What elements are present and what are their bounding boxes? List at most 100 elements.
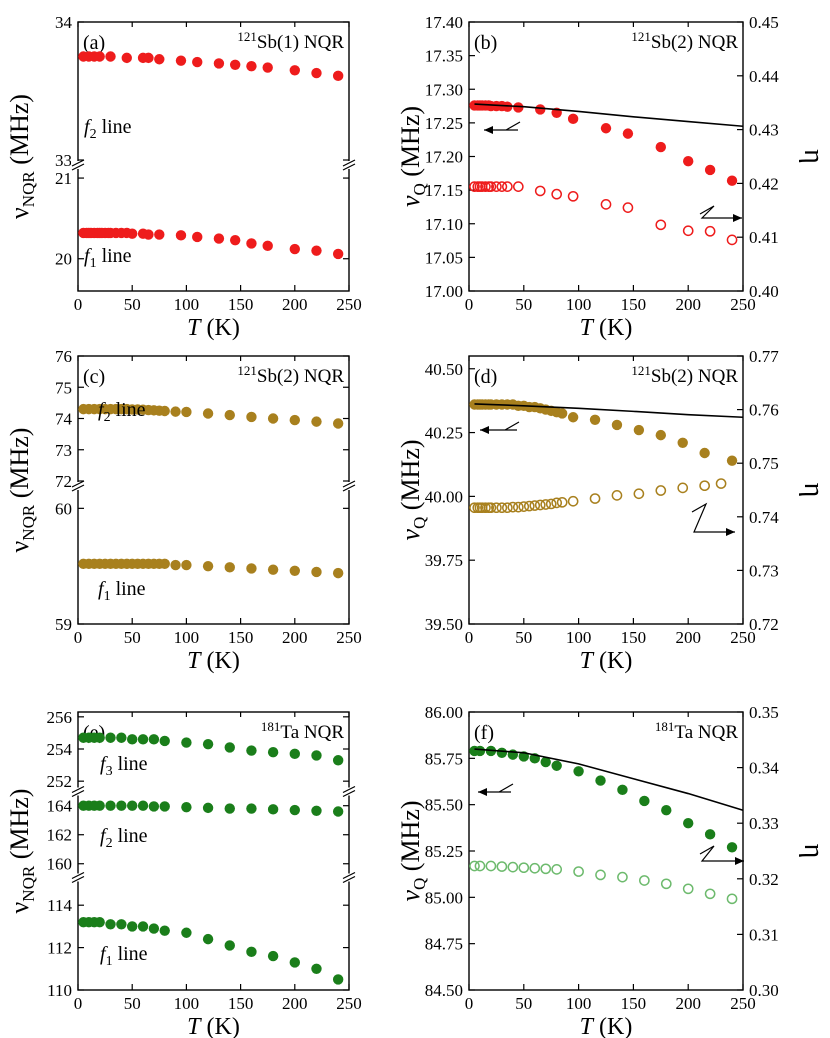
x-tick-label: 50 bbox=[515, 295, 532, 314]
data-point-open bbox=[512, 181, 524, 192]
x-tick-label: 0 bbox=[74, 295, 83, 314]
data-point-filled bbox=[289, 748, 300, 760]
data-point-filled bbox=[289, 957, 300, 968]
x-axis-title: T (K) bbox=[187, 315, 240, 341]
data-point-open bbox=[567, 495, 579, 507]
axis-break-gap bbox=[342, 873, 356, 882]
x-tick-label: 50 bbox=[124, 295, 141, 314]
line-label: f1 line bbox=[100, 943, 148, 969]
axis-break-gap bbox=[71, 873, 85, 882]
nucleus-label: Sb(1) NQR bbox=[257, 32, 344, 53]
data-point-filled bbox=[175, 55, 187, 66]
panel-title: 121Sb(2) NQR bbox=[631, 29, 738, 53]
data-point-filled bbox=[181, 801, 192, 813]
x-tick-label: 200 bbox=[675, 295, 701, 314]
data-point-filled bbox=[289, 804, 300, 816]
x-tick-label: 200 bbox=[282, 295, 308, 314]
data-point-filled bbox=[192, 231, 203, 243]
data-point-open bbox=[726, 893, 738, 905]
y-right-tick-label: 0.32 bbox=[749, 870, 779, 889]
y-right-tick-label: 0.31 bbox=[749, 925, 779, 944]
panel-letter: (c) bbox=[83, 366, 105, 388]
data-point-open bbox=[534, 499, 546, 511]
data-point-open bbox=[507, 861, 519, 873]
left-axis-arrow bbox=[484, 121, 521, 131]
data-point-filled bbox=[267, 804, 279, 815]
data-point-filled bbox=[332, 974, 344, 985]
line-label-word: line bbox=[113, 943, 148, 965]
data-point-open bbox=[726, 234, 738, 246]
data-point-filled bbox=[94, 800, 105, 811]
y-axis-symbol: ν bbox=[5, 207, 34, 219]
x-tick-label: 100 bbox=[566, 994, 592, 1013]
y-tick-label: 17.15 bbox=[425, 181, 463, 200]
data-point-filled bbox=[148, 801, 160, 812]
eta-symbol: η bbox=[798, 844, 829, 859]
x-tick-label: 250 bbox=[336, 628, 362, 647]
data-point-open bbox=[715, 478, 727, 489]
data-point-open bbox=[485, 860, 497, 872]
data-point-filled bbox=[311, 566, 322, 578]
eta-symbol: η bbox=[798, 149, 829, 164]
x-tick-label: 50 bbox=[515, 994, 532, 1013]
axis-break-mark bbox=[342, 163, 356, 171]
right-axis-arrowhead bbox=[735, 857, 744, 865]
x-axis-title: T (K) bbox=[580, 648, 633, 674]
data-point-filled bbox=[502, 101, 513, 112]
panel-c: 0 50 100 150 200 250 T (K) (c) 121Sb(2) NQR νNQR … bbox=[5, 347, 362, 674]
fit-curve bbox=[474, 748, 744, 811]
data-point-filled bbox=[148, 923, 160, 934]
axis-break-mark bbox=[342, 789, 356, 798]
y-axis-unit: (MHz) bbox=[5, 94, 34, 171]
data-point-open bbox=[567, 190, 579, 202]
data-point-filled bbox=[121, 52, 132, 64]
line-label-symbol: f bbox=[100, 825, 108, 847]
panel-b: 0 50 100 150 200 250 T (K) (b) 121Sb(2) NQR νQ (M… bbox=[396, 13, 829, 341]
y-axis-title: νNQR (MHz) bbox=[5, 789, 38, 914]
x-axis-title: T (K) bbox=[187, 648, 240, 674]
y-tick-label: 17.05 bbox=[425, 248, 463, 267]
data-point-open bbox=[556, 496, 568, 508]
line-label-subscript: 1 bbox=[104, 589, 111, 604]
y-axis-subscript: NQR bbox=[19, 171, 38, 208]
y-axis-symbol: ν bbox=[396, 195, 425, 207]
data-point-open bbox=[485, 502, 497, 514]
y-tick-label: 252 bbox=[47, 772, 73, 791]
data-point-filled bbox=[311, 67, 322, 79]
line-label-symbol: f bbox=[84, 116, 92, 138]
data-point-filled bbox=[116, 732, 127, 743]
y-tick-label: 112 bbox=[47, 939, 72, 958]
data-point-open bbox=[589, 493, 601, 504]
y-tick-label: 75 bbox=[55, 378, 72, 397]
data-point-open bbox=[660, 878, 672, 890]
y-right-tick-label: 0.75 bbox=[749, 454, 779, 473]
data-point-filled bbox=[116, 919, 127, 930]
x-axis-unit: (K) bbox=[593, 648, 632, 674]
data-point-open bbox=[655, 219, 667, 231]
data-point-filled bbox=[332, 755, 344, 766]
y-axis-subscript: NQR bbox=[19, 865, 38, 902]
x-tick-label: 0 bbox=[465, 994, 474, 1013]
right-axis-arrow bbox=[699, 205, 742, 219]
data-point-filled bbox=[127, 800, 138, 811]
data-point-filled bbox=[224, 742, 235, 753]
data-point-filled bbox=[224, 562, 235, 573]
plot-frame bbox=[77, 21, 350, 292]
y-axis-title: νQ (MHz) bbox=[396, 800, 429, 901]
y-tick-label: 33 bbox=[55, 151, 72, 170]
data-point-filled bbox=[289, 65, 300, 76]
data-point-filled bbox=[170, 559, 181, 571]
data-point-filled bbox=[127, 921, 138, 932]
axis-break-mark bbox=[342, 785, 356, 794]
y-tick-label: 85.75 bbox=[425, 749, 463, 768]
axis-break-mark bbox=[71, 785, 85, 794]
data-point-filled bbox=[175, 230, 187, 241]
x-tick-label: 150 bbox=[621, 628, 647, 647]
data-point-filled bbox=[159, 405, 170, 417]
x-tick-label: 250 bbox=[730, 295, 756, 314]
data-point-filled bbox=[655, 141, 666, 153]
axis-break-mark bbox=[71, 871, 85, 880]
y-tick-label: 86.00 bbox=[425, 703, 463, 722]
axis-break-mark bbox=[71, 789, 85, 798]
